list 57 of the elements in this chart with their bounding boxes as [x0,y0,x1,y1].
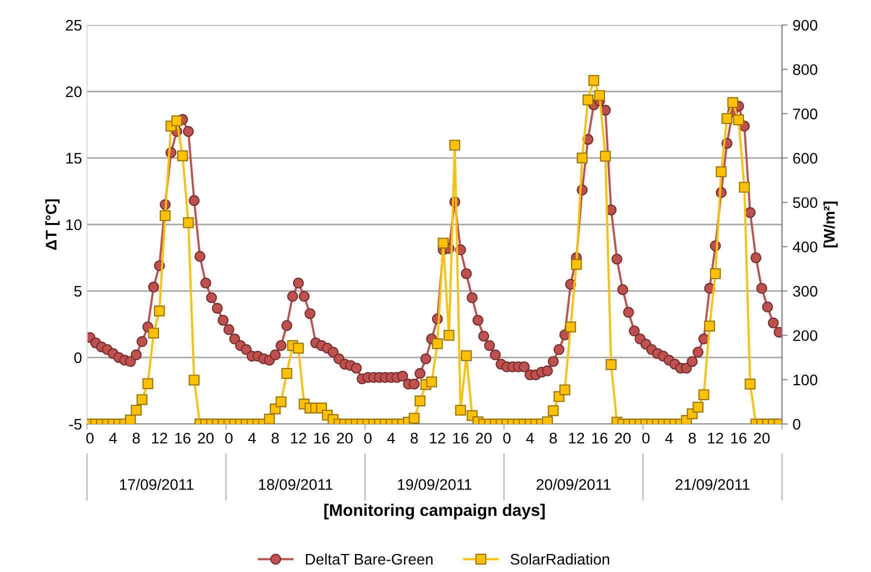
x-tick-label: 16 [314,432,330,444]
x-tick-label: 0 [225,432,233,444]
y-tick-label: -5 [69,419,82,430]
x-tick-label: 8 [132,432,140,444]
legend-label: SolarRadiation [510,553,610,565]
y2-tick-label: 400 [792,242,818,252]
x-tick-label: 0 [364,432,372,444]
x-tick-label: 4 [248,432,256,444]
x-tick-label: 12 [708,432,724,444]
text: 21/09/2011 [676,478,750,490]
y2-tick-label: 0 [793,418,800,430]
text: 20/09/2011 [536,478,610,490]
x-tick-label: 8 [550,432,557,444]
y-tick-label: 10 [66,219,82,230]
x-tick-label: 0 [86,432,94,444]
x-tick-label: 0 [503,432,511,444]
y-axis-title: ΔT [°C] [45,199,60,250]
y2-axis-title: [W/m²] [823,202,838,248]
x-tick-label: 20 [476,432,492,444]
y2-tick-label: 300 [793,286,818,297]
x-tick-label: 4 [665,432,673,444]
text: 17/09/2011 [120,478,194,490]
y2-tick-label: 200 [793,330,818,342]
x-tick-label: 4 [387,432,395,444]
x-tick-label: 4 [526,432,534,444]
x-tick-label: 20 [198,432,214,444]
y-tick-label: 15 [66,153,82,164]
text: 19/09/2011 [398,478,472,490]
y2-tick-label: 500 [793,197,818,208]
y2-tick-label: 600 [793,152,818,164]
x-tick-label: 8 [688,432,696,444]
x-tick-label: 12 [152,432,168,444]
x-tick-label: 20 [337,432,353,444]
y-tick-label: 25 [66,20,82,31]
x-tick-label: 20 [615,432,631,444]
y-tick-label: 0 [74,352,82,364]
x-tick-label: 4 [109,432,117,444]
x-tick-label: 12 [291,432,306,444]
y-tick-label: 20 [66,86,82,98]
x-tick-label: 8 [410,432,418,444]
x-tick-label: 16 [453,432,468,444]
x-tick-label: 16 [175,432,190,444]
x-tick-label: 12 [569,432,584,444]
y2-tick-label: 900 [793,20,818,31]
y2-tick-label: 800 [793,64,818,76]
x-tick-label: 0 [642,432,650,444]
x-axis-title: [Monitoring campaign days] [324,504,545,520]
text: 18/09/2011 [259,478,332,490]
x-tick-label: 16 [592,432,608,444]
x-tick-label: 12 [430,432,446,444]
x-tick-label: 20 [754,432,770,444]
y-tick-label: 5 [74,286,82,297]
y2-tick-label: 100 [794,374,818,386]
x-tick-label: 8 [272,432,279,444]
legend-label: DeltaT Bare-Green [306,553,433,565]
x-tick-label: 16 [731,432,746,444]
y2-tick-label: 700 [793,108,818,120]
